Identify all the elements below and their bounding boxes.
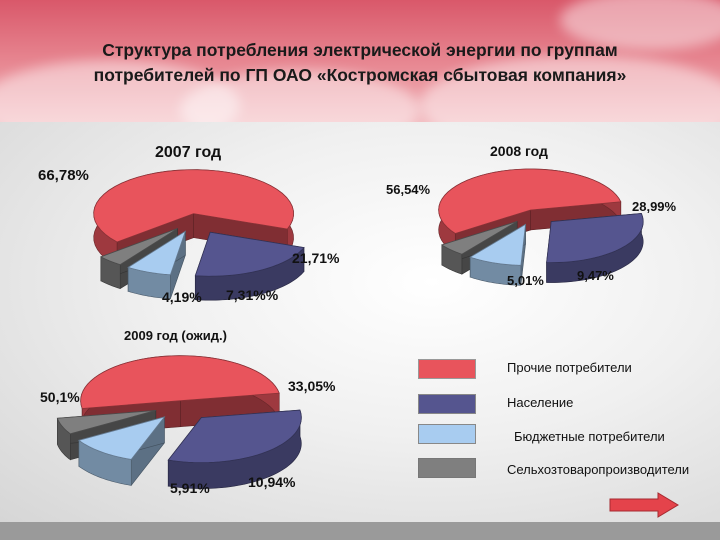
- data-label-2008-byudzhet: 9,47%: [577, 268, 614, 283]
- data-label-2008-prochie: 56,54%: [386, 182, 431, 197]
- data-label-2008-selkhoz: 5,01%: [507, 273, 544, 288]
- slice-top: [194, 231, 305, 277]
- pie-slice-2007-byudzhet: [127, 230, 187, 300]
- legend-label-naselenie: Население: [507, 395, 574, 410]
- chart-title-2009: 2009 год (ожид.): [124, 328, 227, 343]
- pie-slice-2008-naselenie: [546, 213, 644, 283]
- data-label-2009-prochie: 50,1%: [40, 389, 80, 405]
- slice-top: [77, 416, 166, 460]
- chart-title-2008: 2008 год: [490, 143, 548, 159]
- pie-chart-2009: [56, 355, 302, 489]
- pie-chart-2007: [93, 169, 305, 301]
- data-label-2009-selkhoz: 5,91%: [170, 480, 210, 496]
- data-label-2007-naselenie: 21,71%: [292, 250, 340, 266]
- legend-label-byudzhet: Бюджетные потребители: [514, 429, 665, 444]
- slice-top: [56, 410, 156, 435]
- data-label-2009-naselenie: 33,05%: [288, 378, 336, 394]
- slice-top: [127, 230, 187, 276]
- slice-top: [93, 169, 294, 243]
- legend-swatch-selkhoz: [418, 458, 476, 478]
- data-label-2008-naselenie: 28,99%: [632, 199, 677, 214]
- slice-top: [440, 221, 518, 255]
- title-line-1: Структура потребления электрической энер…: [102, 40, 618, 60]
- pie-slice-2007-naselenie: [194, 231, 305, 301]
- pie-chart-2008: [438, 168, 644, 286]
- slice-top: [546, 213, 644, 264]
- legend-swatch-naselenie: [418, 394, 476, 414]
- legend-label-prochie: Прочие потребители: [507, 360, 632, 375]
- slice-top: [99, 228, 178, 266]
- title-line-2: потребителей по ГП ОАО «Костромская сбыт…: [93, 65, 627, 85]
- data-label-2007-prochie: 66,78%: [38, 167, 89, 184]
- pie-slice-2009-byudzhet: [77, 416, 166, 487]
- footer-bar: [0, 522, 720, 540]
- legend-label-selkhoz: Сельхозтоваропроизводители: [507, 462, 690, 477]
- slice-top: [80, 355, 280, 409]
- data-label-2009-byudzhet: 10,94%: [248, 474, 296, 490]
- pie-slice-2008-byudzhet: [469, 223, 526, 286]
- legend-swatch-prochie: [418, 359, 476, 379]
- chart-title-2007: 2007 год: [155, 144, 222, 161]
- pie-slice-2009-naselenie: [167, 409, 302, 489]
- slice-top: [167, 409, 302, 463]
- data-label-2007-byudzhet: 7,31%%: [226, 287, 279, 303]
- page-title: Структура потребления электрической энер…: [20, 38, 700, 88]
- slice-top: [469, 223, 526, 266]
- next-arrow-icon[interactable]: [608, 492, 680, 518]
- header-banner: Структура потребления электрической энер…: [0, 0, 720, 122]
- data-label-2007-selkhoz: 4,19%: [162, 289, 202, 305]
- legend-swatch-byudzhet: [418, 424, 476, 444]
- slice-top: [438, 168, 622, 234]
